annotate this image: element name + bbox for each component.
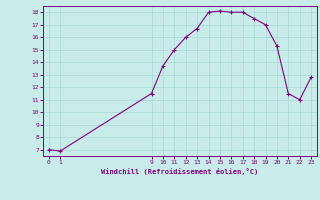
X-axis label: Windchill (Refroidissement éolien,°C): Windchill (Refroidissement éolien,°C): [101, 168, 259, 175]
